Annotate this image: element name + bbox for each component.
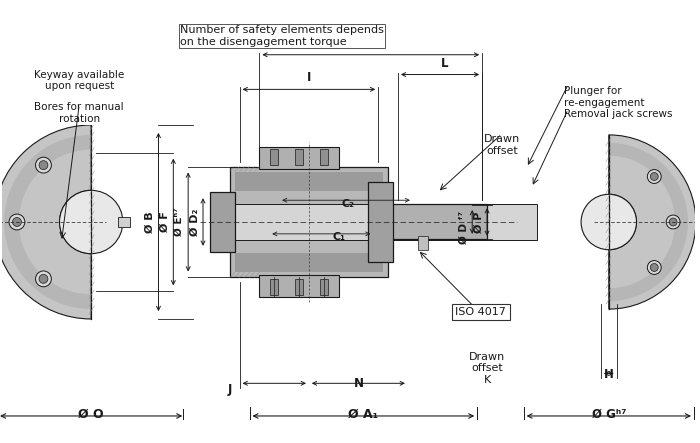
Bar [388, 204, 487, 239]
Bar [234, 253, 383, 272]
Text: Removal jack screws: Removal jack screws [564, 109, 673, 119]
Circle shape [39, 274, 48, 284]
Circle shape [36, 271, 51, 287]
Circle shape [39, 161, 48, 170]
Text: C₁: C₁ [332, 232, 345, 242]
Text: Ø P: Ø P [474, 211, 484, 233]
Circle shape [60, 190, 122, 254]
Bar [418, 236, 428, 250]
Circle shape [648, 260, 661, 274]
Text: Ø Gʰ⁷: Ø Gʰ⁷ [592, 408, 626, 421]
Text: Plunger for
re-engagement: Plunger for re-engagement [564, 86, 645, 108]
Circle shape [648, 170, 661, 183]
Circle shape [36, 157, 51, 173]
Bar [118, 217, 130, 227]
Bar [230, 167, 388, 277]
Bar [368, 183, 393, 261]
Text: Ø D ᶠ⁷: Ø D ᶠ⁷ [459, 210, 469, 244]
Bar [260, 276, 339, 297]
Text: M: M [365, 37, 377, 50]
Text: Ø B: Ø B [144, 211, 155, 233]
Text: H: H [604, 368, 614, 381]
Text: L: L [441, 57, 449, 70]
Text: J: J [228, 383, 232, 396]
Bar [270, 280, 278, 295]
Text: Ø O: Ø O [78, 408, 104, 421]
Circle shape [650, 264, 658, 272]
Bar [295, 149, 303, 165]
Text: Ø F: Ø F [160, 212, 169, 233]
Bar [320, 280, 328, 295]
Bar [295, 280, 303, 295]
Text: Number of safety elements depends
on the disengagement torque: Number of safety elements depends on the… [180, 25, 384, 47]
Text: Ø Eʰ⁷: Ø Eʰ⁷ [174, 208, 184, 237]
Circle shape [581, 194, 636, 250]
Bar [260, 147, 339, 168]
Text: Bores for manual
rotation: Bores for manual rotation [34, 102, 124, 124]
Circle shape [666, 215, 680, 229]
Text: I: I [307, 71, 311, 85]
Text: Ø D₂: Ø D₂ [190, 208, 200, 236]
Wedge shape [609, 135, 696, 309]
Bar [230, 204, 536, 240]
Text: Keyway available
upon request: Keyway available upon request [34, 70, 125, 91]
Circle shape [9, 214, 25, 230]
Circle shape [13, 218, 22, 226]
Circle shape [650, 172, 658, 180]
Text: C₂: C₂ [342, 199, 355, 209]
Text: Drawn
offset
K: Drawn offset K [469, 352, 505, 385]
Text: N: N [354, 377, 363, 390]
Bar [270, 149, 278, 165]
Text: ISO 4017: ISO 4017 [456, 307, 506, 317]
Bar [234, 171, 383, 191]
Text: Ø A₁: Ø A₁ [349, 408, 379, 421]
Bar [210, 192, 235, 252]
Circle shape [669, 218, 677, 226]
Wedge shape [609, 143, 688, 301]
Wedge shape [4, 135, 91, 309]
Wedge shape [0, 125, 91, 319]
Text: Drawn
offset: Drawn offset [484, 134, 520, 155]
Bar [320, 149, 328, 165]
